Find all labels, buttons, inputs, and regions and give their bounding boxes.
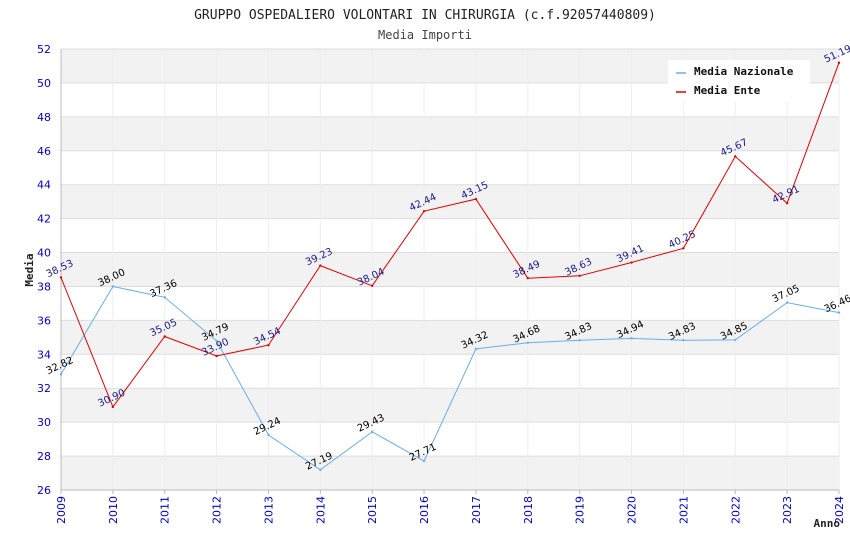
data-point-media-ente xyxy=(630,261,633,264)
x-axis-ticks: 2009 2010 2011 2012 2013 2014 2015 2016 2017 2018… xyxy=(55,490,846,524)
x-tick-label: 2013 xyxy=(262,496,275,524)
x-tick-label: 2018 xyxy=(522,496,535,524)
data-point-media-ente xyxy=(319,264,322,267)
y-axis-label: Media xyxy=(23,253,36,286)
series-lines xyxy=(59,61,841,472)
data-point-media-nazionale xyxy=(837,311,841,314)
legend-label-media-ente: Media Ente xyxy=(694,84,761,97)
x-tick-label: 2009 xyxy=(55,496,68,524)
x-tick-label: 2012 xyxy=(211,496,224,524)
grid-band xyxy=(61,320,839,355)
data-point-media-ente xyxy=(111,405,115,409)
grid-bands xyxy=(61,49,839,490)
y-tick-label: 52 xyxy=(37,43,51,56)
data-point-media-ente xyxy=(371,284,374,287)
data-point-media-nazionale xyxy=(371,430,374,434)
grid-lines xyxy=(60,48,840,491)
x-tick-label: 2014 xyxy=(314,496,327,524)
x-tick-label: 2011 xyxy=(159,496,172,524)
y-tick-label: 50 xyxy=(37,77,51,90)
data-point-media-ente xyxy=(682,247,685,250)
y-tick-label: 38 xyxy=(37,280,51,293)
x-tick-label: 2017 xyxy=(470,496,483,524)
data-point-media-ente xyxy=(578,274,581,277)
y-tick-label: 32 xyxy=(37,382,51,395)
chart-title: GRUPPO OSPEDALIERO VOLONTARI IN CHIRURGI… xyxy=(194,8,656,23)
data-point-media-ente xyxy=(474,197,478,201)
grid-band xyxy=(61,456,839,490)
data-point-media-nazionale xyxy=(111,285,115,288)
grid-band xyxy=(61,116,839,151)
data-point-media-ente xyxy=(59,276,63,279)
data-point-media-nazionale xyxy=(734,338,737,342)
data-point-media-ente xyxy=(785,201,789,205)
series-line-media-ente xyxy=(60,62,840,408)
x-tick-label: 2022 xyxy=(729,496,742,524)
legend-background xyxy=(668,60,810,102)
y-tick-label: 46 xyxy=(37,145,51,158)
data-point-media-ente xyxy=(734,155,737,158)
data-point-media-nazionale xyxy=(630,337,633,340)
x-tick-label: 2016 xyxy=(418,496,431,524)
grid-band xyxy=(61,252,839,287)
x-tick-label: 2015 xyxy=(366,496,379,524)
data-point-media-nazionale xyxy=(215,339,218,343)
data-point-media-ente xyxy=(526,276,529,280)
y-tick-label: 30 xyxy=(37,416,51,429)
y-tick-label: 42 xyxy=(37,213,51,226)
data-point-media-nazionale xyxy=(474,347,478,351)
y-tick-label: 34 xyxy=(37,348,51,361)
data-point-media-nazionale xyxy=(59,373,63,376)
y-tick-label: 40 xyxy=(37,247,51,260)
y-axis-ticks: 26 28 30 32 34 36 38 40 42 44 46 48 50 52 xyxy=(37,43,51,497)
y-tick-label: 44 xyxy=(37,179,51,192)
chart-subtitle: Media Importi xyxy=(378,28,472,42)
x-tick-label: 2020 xyxy=(626,496,639,524)
data-point-media-nazionale xyxy=(422,459,426,463)
legend: Media Nazionale Media Ente xyxy=(668,60,810,102)
series-line-media-nazionale xyxy=(60,285,840,471)
y-tick-label: 26 xyxy=(37,484,51,497)
grid-band xyxy=(61,184,839,219)
x-tick-label: 2024 xyxy=(833,496,846,524)
y-tick-label: 36 xyxy=(37,314,51,327)
x-tick-label: 2019 xyxy=(574,496,587,524)
x-axis-label: Anno xyxy=(814,517,841,530)
data-point-media-ente xyxy=(837,61,841,64)
data-point-media-ente xyxy=(422,209,426,213)
x-tick-label: 2023 xyxy=(781,496,794,524)
x-tick-label: 2021 xyxy=(677,496,690,524)
data-point-media-ente xyxy=(163,335,166,338)
axes xyxy=(60,49,839,491)
x-tick-label: 2010 xyxy=(107,496,120,524)
y-tick-label: 48 xyxy=(37,111,51,124)
data-point-media-nazionale xyxy=(319,468,322,472)
data-point-media-nazionale xyxy=(526,341,529,344)
data-point-media-ente xyxy=(267,343,270,347)
legend-label-media-nazionale: Media Nazionale xyxy=(694,65,794,78)
y-tick-label: 28 xyxy=(37,450,51,463)
data-point-media-ente xyxy=(215,354,218,358)
data-point-media-nazionale xyxy=(163,296,166,299)
data-point-media-nazionale xyxy=(267,433,270,437)
data-point-media-nazionale xyxy=(578,339,581,342)
data-point-media-nazionale xyxy=(785,301,789,304)
data-point-media-nazionale xyxy=(682,339,685,342)
